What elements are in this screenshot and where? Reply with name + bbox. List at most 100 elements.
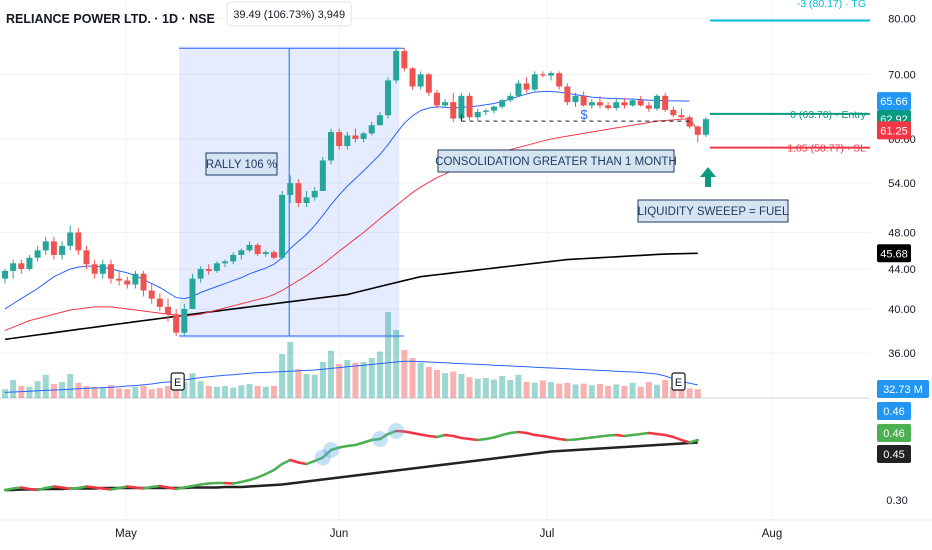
volume-bar bbox=[132, 386, 139, 398]
candle-body bbox=[596, 102, 603, 106]
indicator-segment bbox=[606, 433, 618, 437]
volume-bar bbox=[270, 386, 277, 398]
candle-body bbox=[132, 273, 139, 285]
indicator-segment bbox=[566, 438, 577, 442]
indicator-segment bbox=[20, 486, 31, 491]
volume-bar bbox=[2, 389, 8, 398]
indicator-pane bbox=[3, 423, 699, 492]
long-position-tool[interactable]: 0 (63.70) · Entry 1.05 (58.77) · SL -3 (80… bbox=[460, 0, 870, 187]
indicator-segment bbox=[44, 485, 56, 490]
volume-bar bbox=[107, 385, 114, 398]
indicator-segment bbox=[305, 459, 316, 466]
price-tick-label: 80.00 bbox=[888, 13, 916, 25]
entry-label: 0 (63.70) · Entry bbox=[790, 109, 867, 121]
volume-bar bbox=[42, 374, 49, 398]
volume-bar bbox=[303, 374, 310, 398]
indicator-segment bbox=[680, 438, 691, 444]
indicator-segment bbox=[403, 430, 414, 435]
indicator-segment bbox=[647, 431, 659, 436]
liquidity-dollar-sign: $ bbox=[580, 107, 588, 122]
indicator-segment bbox=[36, 486, 47, 492]
volume-bar bbox=[686, 388, 693, 398]
volume-bar bbox=[401, 350, 408, 398]
indicator-badge-label: 0.46 bbox=[883, 406, 904, 418]
indicator-segment bbox=[427, 434, 439, 439]
volume-bar bbox=[507, 380, 514, 398]
price-badge bbox=[877, 121, 911, 140]
candle-body bbox=[328, 132, 334, 161]
candle-body bbox=[156, 298, 163, 307]
candle-body bbox=[83, 250, 90, 265]
indicator-segment bbox=[337, 444, 349, 449]
candle-body bbox=[173, 314, 180, 333]
volume-bar bbox=[645, 382, 652, 398]
candle-body bbox=[531, 74, 538, 90]
candle-body bbox=[270, 252, 277, 258]
time-tick-label: Aug bbox=[762, 528, 782, 540]
indicator-segment bbox=[663, 433, 675, 439]
indicator-badge bbox=[877, 445, 911, 463]
candle-body bbox=[629, 100, 636, 106]
candle-body bbox=[124, 280, 131, 285]
candle-body bbox=[67, 232, 74, 246]
volume-bar bbox=[156, 388, 163, 398]
volume-bar bbox=[662, 380, 669, 398]
indicator-segment bbox=[443, 433, 455, 438]
volume-bar bbox=[556, 383, 563, 398]
price-badge bbox=[877, 380, 929, 398]
candle-body bbox=[319, 160, 326, 191]
volume-bar bbox=[466, 377, 473, 398]
candle-body bbox=[458, 95, 465, 119]
volume-bar bbox=[254, 386, 261, 398]
indicator-segment bbox=[321, 448, 333, 459]
candle-body bbox=[466, 95, 473, 118]
candle-body bbox=[181, 308, 188, 333]
candle-body bbox=[246, 244, 253, 251]
candle-body bbox=[205, 268, 212, 271]
indicator-segment bbox=[93, 486, 105, 490]
candle-body bbox=[116, 278, 123, 281]
candle-body bbox=[34, 250, 41, 258]
indicator-segment bbox=[655, 432, 667, 437]
candle-body bbox=[311, 190, 318, 198]
indicator-segment bbox=[101, 487, 113, 491]
time-tick-label: Jul bbox=[540, 528, 555, 540]
volume-bar bbox=[238, 385, 245, 398]
volume-bar bbox=[499, 376, 506, 398]
candle-body bbox=[222, 261, 229, 264]
indicator-segment bbox=[582, 436, 594, 440]
candle-body bbox=[507, 95, 514, 101]
candle-body bbox=[702, 119, 709, 135]
volume-bar bbox=[124, 389, 131, 398]
indicator-segment bbox=[476, 437, 488, 442]
volume-bar bbox=[678, 387, 685, 398]
axes: 80.0070.0060.0054.0048.0044.0040.0036.00… bbox=[115, 13, 929, 540]
indicator-segment bbox=[77, 485, 88, 490]
candle-body bbox=[165, 306, 171, 315]
volume-bar bbox=[246, 384, 253, 398]
indicator-segment bbox=[492, 433, 504, 439]
volume-bar bbox=[360, 362, 367, 398]
candle-body bbox=[295, 183, 302, 204]
candle-body bbox=[303, 197, 310, 204]
volume-bar bbox=[311, 374, 318, 398]
candle-body bbox=[491, 106, 497, 111]
indicator-segment bbox=[549, 436, 561, 441]
volume-bar bbox=[67, 374, 74, 398]
volume-bar bbox=[140, 386, 147, 398]
indicator-segment bbox=[207, 481, 219, 485]
candle-body bbox=[385, 80, 392, 116]
indicator-segment bbox=[484, 436, 496, 441]
indicator-segment bbox=[435, 433, 447, 439]
candle-body bbox=[670, 109, 677, 116]
candle-body bbox=[99, 264, 106, 274]
indicator-segment bbox=[452, 434, 463, 440]
candle-body bbox=[605, 105, 612, 108]
volume-bar bbox=[654, 384, 660, 398]
indicator-tick-label: 0.30 bbox=[886, 495, 907, 507]
candle-body bbox=[678, 115, 685, 118]
indicator-segment bbox=[533, 433, 545, 438]
candle-body bbox=[18, 263, 25, 269]
candle-body bbox=[654, 95, 660, 109]
